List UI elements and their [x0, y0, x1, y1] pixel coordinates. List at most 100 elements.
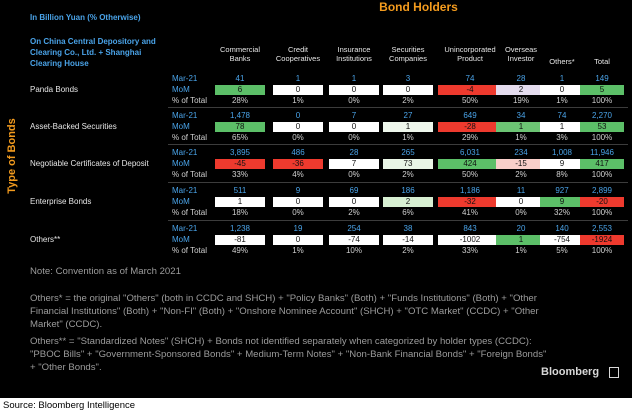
mom-cell: 0 — [383, 85, 433, 95]
row-label: MoM — [172, 159, 190, 168]
mom-cell: -14 — [383, 235, 433, 245]
value-cell: 1 — [351, 74, 357, 83]
mom-cell: 6 — [215, 85, 265, 95]
pct-cell: 2% — [402, 246, 414, 255]
row-label: MoM — [172, 235, 190, 244]
value-cell: 19 — [293, 224, 303, 233]
pct-cell: 1% — [292, 246, 304, 255]
mom-cell: 5 — [580, 85, 624, 95]
mom-cell: -1002 — [438, 235, 502, 245]
value-cell: 843 — [463, 224, 477, 233]
pct-cell: 1% — [515, 133, 527, 142]
pct-cell: 1% — [556, 96, 568, 105]
mom-cell: 7 — [329, 159, 379, 169]
brand-icon — [609, 367, 619, 378]
pct-cell: 29% — [461, 133, 478, 142]
row-label: Mar-21 — [172, 186, 198, 195]
mom-cell: 0 — [273, 122, 323, 132]
pct-cell: 1% — [515, 246, 527, 255]
value-cell: 34 — [516, 111, 526, 120]
value-cell: 38 — [403, 224, 413, 233]
row-label: Mar-21 — [172, 74, 198, 83]
row-separator — [168, 144, 628, 145]
pct-cell: 0% — [515, 208, 527, 217]
row-label: % of Total — [172, 246, 207, 255]
footnote: Others* = the original "Others" (both in… — [30, 293, 539, 330]
brand: Bloomberg — [541, 366, 600, 378]
value-cell: 28 — [349, 148, 359, 157]
row-label: MoM — [172, 197, 190, 206]
row-label: Mar-21 — [172, 224, 198, 233]
pct-cell: 19% — [512, 96, 529, 105]
row-name: Panda Bonds — [30, 85, 79, 94]
mom-cell: 0 — [540, 85, 584, 95]
value-cell: 1,186 — [459, 186, 481, 195]
value-cell: 6,031 — [459, 148, 481, 157]
value-cell: 11,946 — [590, 148, 614, 157]
mom-cell: 9 — [540, 197, 584, 207]
footnote: Others** = "Standardized Notes" (SHCH) +… — [30, 336, 547, 373]
row-separator — [168, 220, 628, 221]
mom-cell: 78 — [215, 122, 265, 132]
mom-cell: 0 — [273, 85, 323, 95]
mom-cell: 0 — [329, 122, 379, 132]
row-name: Negotiable Certificates of Deposit — [30, 159, 149, 168]
mom-cell: 424 — [438, 159, 502, 169]
column-header: Securities Companies — [389, 45, 427, 63]
row-label: Mar-21 — [172, 111, 198, 120]
value-cell: 186 — [401, 186, 415, 195]
value-cell: 2,899 — [591, 186, 613, 195]
mom-cell: -81 — [215, 235, 265, 245]
mom-cell: 0 — [329, 85, 379, 95]
column-header: Credit Cooperatives — [275, 45, 321, 63]
pct-cell: 0% — [348, 133, 360, 142]
footnote: Note: Convention as of March 2021 — [30, 266, 181, 277]
mom-cell: 1 — [496, 122, 546, 132]
pct-cell: 2% — [402, 96, 414, 105]
row-name: Asset-Backed Securities — [30, 122, 117, 131]
value-cell: 927 — [555, 186, 569, 195]
mom-cell: 1 — [383, 122, 433, 132]
row-label: % of Total — [172, 133, 207, 142]
pct-cell: 50% — [461, 96, 478, 105]
pct-cell: 2% — [348, 208, 360, 217]
pct-cell: 6% — [402, 208, 414, 217]
mom-cell: 0 — [273, 197, 323, 207]
mom-cell: 1 — [496, 235, 546, 245]
column-header: Others* — [549, 57, 575, 66]
value-cell: 74 — [465, 74, 475, 83]
column-header: Total — [594, 57, 610, 66]
pct-cell: 0% — [292, 208, 304, 217]
mom-cell: -45 — [215, 159, 265, 169]
pct-cell: 3% — [556, 133, 568, 142]
pct-cell: 18% — [231, 208, 248, 217]
mom-cell: -32 — [438, 197, 502, 207]
value-cell: 1,478 — [229, 111, 251, 120]
row-label: MoM — [172, 85, 190, 94]
title: Bond Holders — [379, 0, 458, 14]
value-cell: 41 — [235, 74, 245, 83]
value-cell: 3,895 — [229, 148, 251, 157]
pct-cell: 4% — [292, 170, 304, 179]
value-cell: 1 — [559, 74, 565, 83]
value-cell: 11 — [516, 186, 526, 195]
pct-cell: 41% — [461, 208, 478, 217]
pct-cell: 10% — [345, 246, 362, 255]
value-cell: 511 — [233, 186, 247, 195]
scope-note: On China Central Depository and Clearing… — [30, 37, 156, 68]
pct-cell: 8% — [556, 170, 568, 179]
mom-cell: -74 — [329, 235, 379, 245]
pct-cell: 65% — [231, 133, 248, 142]
pct-cell: 1% — [292, 96, 304, 105]
pct-cell: 28% — [231, 96, 248, 105]
mom-cell: 2 — [383, 197, 433, 207]
mom-cell: 417 — [580, 159, 624, 169]
mom-cell: 0 — [273, 235, 323, 245]
value-cell: 649 — [463, 111, 477, 120]
mom-cell: -1924 — [580, 235, 624, 245]
pct-cell: 0% — [348, 170, 360, 179]
mom-cell: 1 — [540, 122, 584, 132]
value-cell: 234 — [514, 148, 528, 157]
pct-cell: 100% — [591, 246, 613, 255]
